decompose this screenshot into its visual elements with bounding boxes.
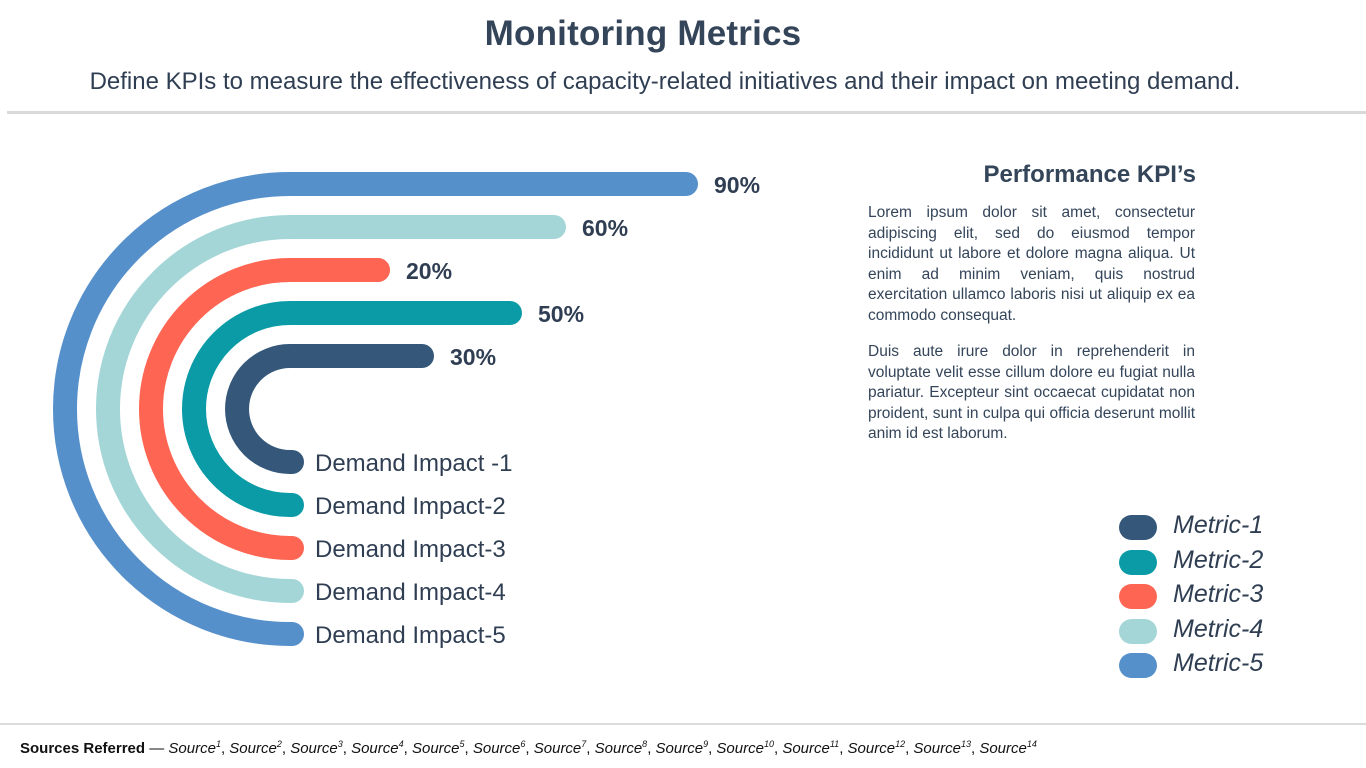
- legend-swatch-4: [1119, 618, 1157, 644]
- footer-divider: [0, 723, 1366, 725]
- source-item: Source3: [290, 739, 343, 757]
- kpi-paragraph-1: Lorem ipsum dolor sit amet, consectetur …: [868, 204, 1195, 324]
- legend-label-4: Metric-4: [1173, 614, 1264, 643]
- legend-label-2: Metric-2: [1173, 545, 1264, 574]
- value-label-2: 50%: [538, 301, 584, 327]
- value-label-5: 90%: [714, 172, 760, 198]
- source-item: Source11: [782, 739, 840, 757]
- category-label-4: Demand Impact-4: [315, 579, 506, 606]
- source-list: Source1, Source2, Source3, Source4, Sour…: [168, 739, 1037, 757]
- legend-swatch-2: [1119, 549, 1157, 575]
- page-title: Monitoring Metrics: [484, 14, 802, 53]
- source-item: Source13: [913, 739, 971, 757]
- metric-bar-2: [182, 301, 522, 517]
- source-item: Source4: [351, 739, 404, 757]
- legend-label-3: Metric-3: [1173, 580, 1264, 608]
- legend-swatch-1: [1119, 515, 1157, 540]
- legend-label-1: Metric-1: [1173, 511, 1264, 539]
- category-label-5: Demand Impact-5: [315, 622, 506, 649]
- sources-line: Sources Referred — Source1, Source2, Sou…: [20, 739, 1037, 757]
- source-item: Source9: [655, 739, 709, 757]
- sources-label: Sources Referred: [20, 740, 146, 757]
- kpi-paragraph-2: Duis aute irure dolor in reprehenderit i…: [868, 343, 1195, 442]
- value-label-1: 30%: [450, 344, 496, 370]
- source-item: Source7: [533, 739, 587, 757]
- page-subtitle: Define KPIs to measure the effectiveness…: [89, 68, 1241, 95]
- source-item: Source6: [472, 739, 526, 757]
- header-divider: [7, 111, 1366, 114]
- sources-dash: —: [145, 740, 169, 757]
- kpi-title: Performance KPI’s: [983, 161, 1196, 188]
- source-item: Source8: [594, 739, 648, 757]
- source-item: Source5: [411, 739, 465, 757]
- source-item: Source12: [847, 739, 906, 757]
- category-label-3: Demand Impact-3: [315, 536, 506, 563]
- legend-swatch-3: [1119, 584, 1157, 609]
- metric-bar-1: [225, 344, 434, 474]
- source-item: Source10: [716, 739, 774, 757]
- value-label-3: 20%: [406, 258, 452, 284]
- metric-bar-3: [139, 258, 390, 560]
- metric-bar-5: [53, 172, 698, 646]
- radial-bar-chart: 30% Demand Impact -1 50% Demand Impact-2 20%…: [53, 172, 760, 649]
- legend-swatch-5: [1119, 653, 1157, 678]
- metric-bar-4: [96, 215, 566, 603]
- value-label-4: 60%: [582, 215, 628, 241]
- source-item: Source2: [229, 739, 282, 757]
- source-item: Source14: [979, 739, 1037, 757]
- category-label-1: Demand Impact -1: [315, 450, 512, 477]
- legend-label-5: Metric-5: [1173, 649, 1264, 677]
- source-item: Source1: [168, 739, 221, 757]
- category-label-2: Demand Impact-2: [315, 493, 506, 520]
